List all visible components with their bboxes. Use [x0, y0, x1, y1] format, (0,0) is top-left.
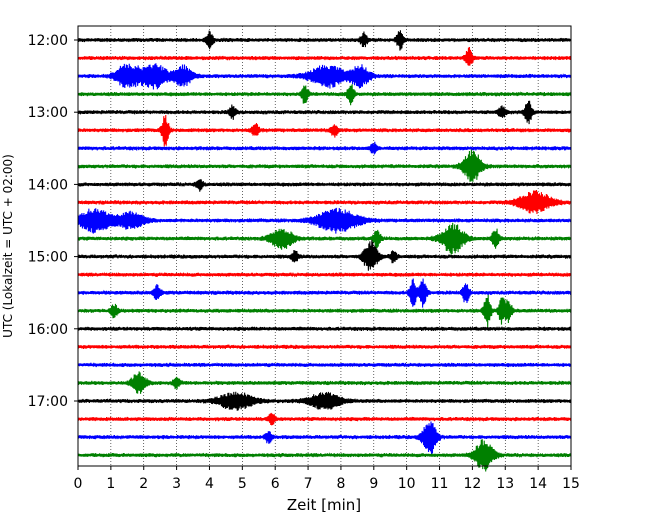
trace-row [77, 189, 572, 214]
trace-row [77, 207, 572, 234]
y-tick-label: 16:00 [28, 322, 68, 338]
x-tick-label: 10 [398, 476, 416, 492]
x-tick-label: 7 [304, 476, 313, 492]
x-tick-label: 15 [562, 476, 580, 492]
y-tick-label: 17:00 [28, 394, 68, 410]
x-axis-ticks: 0 1 2 3 4 5 6 7 8 9 10 11 12 13 14 15 [74, 466, 580, 492]
trace-row [77, 114, 572, 147]
trace-row [77, 63, 572, 90]
x-tick-label: 4 [205, 476, 214, 492]
y-axis-label: UTC (Lokalzeit = UTC + 02:00) [1, 154, 15, 338]
seismogram-traces [77, 30, 572, 472]
trace-row [77, 371, 572, 394]
trace-row [77, 222, 572, 255]
trace-row [77, 439, 572, 472]
y-tick-label: 13:00 [28, 105, 68, 121]
y-tick-label: 15:00 [28, 250, 68, 266]
trace-row [77, 100, 572, 125]
trace-row [77, 294, 572, 328]
x-gridlines [110, 26, 539, 466]
trace-row [77, 391, 572, 411]
trace-row [77, 278, 572, 308]
x-tick-label: 13 [496, 476, 514, 492]
trace-row [77, 84, 572, 106]
trace-row [77, 149, 572, 182]
x-axis-label: Zeit [min] [287, 496, 361, 514]
x-tick-label: 11 [431, 476, 449, 492]
y-tick-label: 12:00 [28, 33, 68, 49]
trace-row [77, 361, 572, 368]
trace-row [77, 240, 572, 271]
x-tick-label: 3 [172, 476, 181, 492]
trace-row [77, 30, 572, 51]
x-tick-label: 6 [271, 476, 280, 492]
trace-row [77, 179, 572, 192]
trace-row [77, 47, 572, 66]
x-tick-label: 8 [336, 476, 345, 492]
trace-row [77, 344, 572, 350]
y-axis-ticks: 12:00 13:00 14:00 15:00 16:00 17:00 [28, 33, 78, 410]
trace-row [77, 412, 572, 426]
x-tick-label: 2 [139, 476, 148, 492]
trace-row [77, 141, 572, 155]
x-tick-label: 5 [238, 476, 247, 492]
x-tick-label: 12 [463, 476, 481, 492]
trace-row [77, 271, 572, 278]
x-tick-label: 1 [106, 476, 115, 492]
x-tick-label: 0 [74, 476, 83, 492]
y-tick-label: 14:00 [28, 177, 68, 193]
trace-row [77, 421, 572, 455]
trace-row [77, 326, 572, 332]
x-tick-label: 14 [529, 476, 547, 492]
x-tick-label: 9 [369, 476, 378, 492]
plot-frame [77, 25, 572, 467]
